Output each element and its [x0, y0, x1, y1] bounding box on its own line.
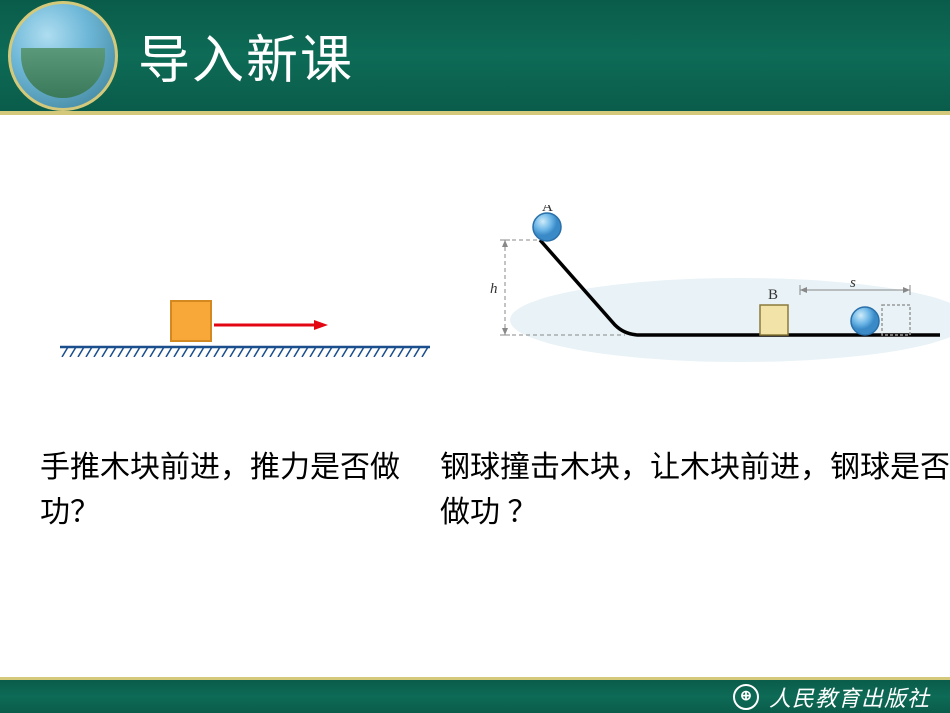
header-logo	[8, 1, 118, 111]
publisher-name: 人民教育出版社	[769, 681, 930, 713]
question-right: 钢球撞击木块，让木块前进，钢球是否做功 ？	[440, 445, 950, 535]
diagram-ball-ramp: h A B	[450, 205, 950, 385]
slide-header: 导入新课	[0, 0, 950, 115]
slide-footer: ⊕ 人民教育出版社	[0, 677, 950, 713]
diagram-push-block	[40, 205, 420, 385]
wood-block	[170, 300, 212, 342]
left-panel: 手推木块前进，推力是否做功？	[40, 205, 420, 535]
label-s: s	[850, 275, 856, 291]
label-b: B	[768, 287, 778, 303]
block-b	[760, 305, 788, 335]
ball-a	[533, 213, 561, 241]
header-logo-inner	[21, 48, 105, 98]
question-left: 手推木块前进，推力是否做功？	[40, 445, 420, 535]
publisher-logo-glyph: ⊕	[740, 688, 752, 705]
ramp-svg: h A B	[450, 205, 950, 365]
right-panel: h A B	[450, 205, 950, 535]
label-h: h	[490, 281, 498, 297]
slide-content: 手推木块前进，推力是否做功？ h A	[0, 115, 950, 535]
publisher-logo-icon: ⊕	[733, 684, 759, 710]
ground-surface-icon	[60, 345, 430, 357]
header-title: 导入新课	[138, 18, 354, 93]
label-a: A	[542, 205, 553, 215]
bg-ellipse	[510, 278, 950, 362]
ball-end	[851, 307, 879, 335]
force-arrow-icon	[214, 318, 334, 332]
